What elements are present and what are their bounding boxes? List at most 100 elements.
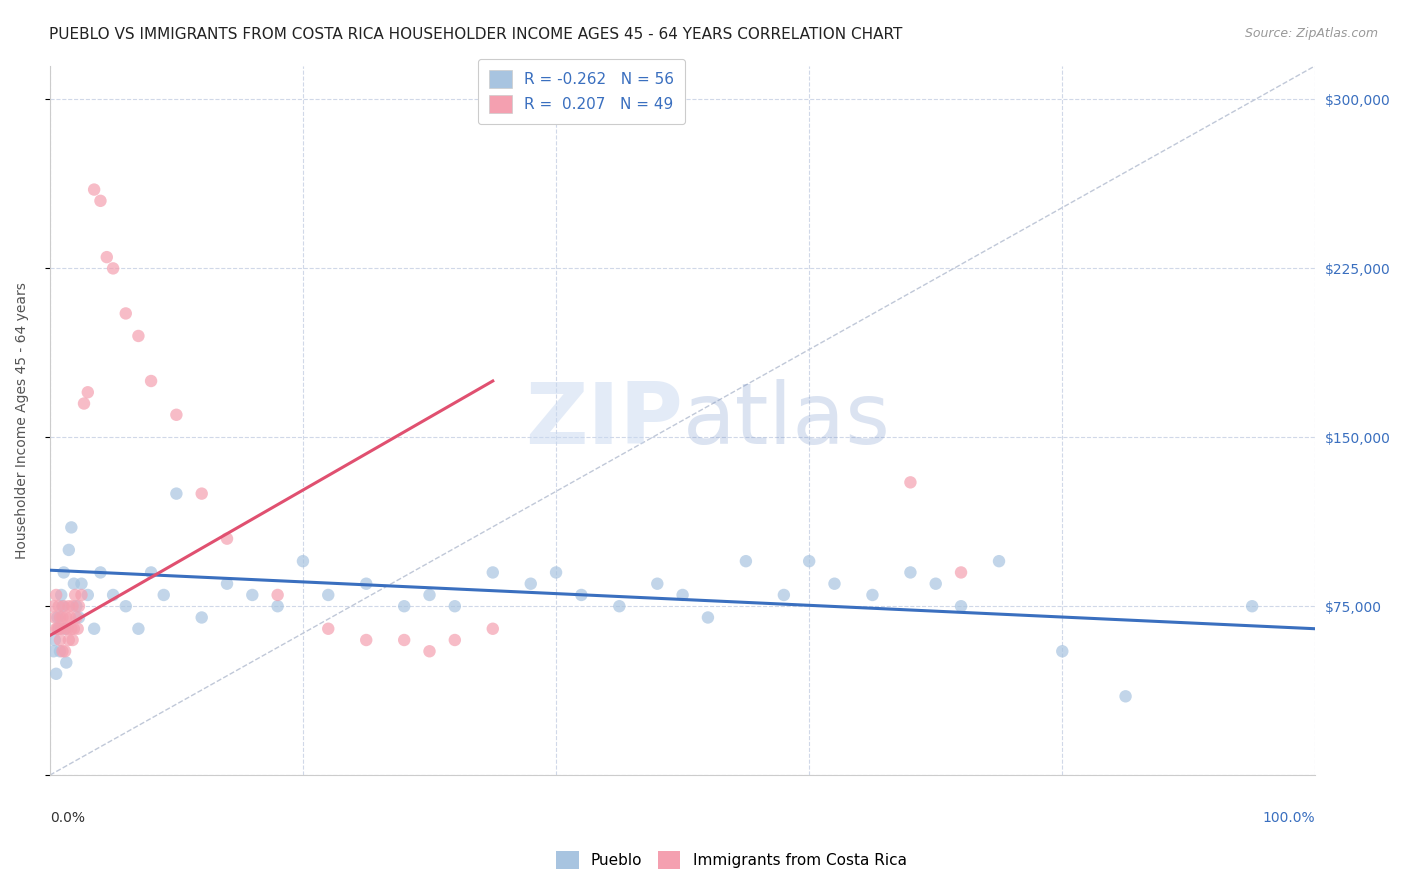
Point xyxy=(49,644,72,658)
Point xyxy=(127,622,149,636)
Point xyxy=(392,632,415,647)
Point xyxy=(55,656,77,670)
Point xyxy=(62,599,84,614)
Point xyxy=(950,566,973,580)
Point xyxy=(418,644,440,658)
Point xyxy=(51,644,73,658)
Point xyxy=(900,475,922,490)
Point xyxy=(53,622,76,636)
Point xyxy=(44,610,66,624)
Point xyxy=(51,610,73,624)
Point xyxy=(60,520,83,534)
Point xyxy=(215,532,238,546)
Point xyxy=(443,632,465,647)
Point xyxy=(67,610,90,624)
Point xyxy=(51,599,73,614)
Point xyxy=(55,610,77,624)
Point xyxy=(139,374,162,388)
Point xyxy=(65,599,87,614)
Point xyxy=(66,622,89,636)
Point xyxy=(67,599,90,614)
Point xyxy=(988,554,1011,568)
Point xyxy=(481,566,503,580)
Point xyxy=(607,599,630,614)
Text: atlas: atlas xyxy=(683,379,890,462)
Point xyxy=(83,622,105,636)
Point xyxy=(42,644,65,658)
Point xyxy=(316,622,339,636)
Text: PUEBLO VS IMMIGRANTS FROM COSTA RICA HOUSEHOLDER INCOME AGES 45 - 64 YEARS CORRE: PUEBLO VS IMMIGRANTS FROM COSTA RICA HOU… xyxy=(49,27,903,42)
Point xyxy=(63,588,86,602)
Point xyxy=(900,566,922,580)
Point xyxy=(63,576,86,591)
Point xyxy=(1241,599,1264,614)
Point xyxy=(58,599,80,614)
Text: ZIP: ZIP xyxy=(524,379,683,462)
Point xyxy=(672,588,695,602)
Point xyxy=(76,385,98,400)
Point xyxy=(950,599,973,614)
Point xyxy=(70,588,93,602)
Point xyxy=(418,588,440,602)
Text: 0.0%: 0.0% xyxy=(49,811,84,824)
Point xyxy=(49,610,72,624)
Point xyxy=(59,610,82,624)
Point xyxy=(48,622,70,636)
Point xyxy=(1052,644,1074,658)
Point xyxy=(127,329,149,343)
Point xyxy=(190,486,212,500)
Point xyxy=(925,576,948,591)
Point xyxy=(519,576,541,591)
Point xyxy=(240,588,263,602)
Point xyxy=(73,396,96,410)
Text: 100.0%: 100.0% xyxy=(1263,811,1316,824)
Point xyxy=(544,566,567,580)
Point xyxy=(291,554,314,568)
Point xyxy=(44,632,66,647)
Point xyxy=(114,306,136,320)
Point xyxy=(46,622,69,636)
Point xyxy=(96,250,118,264)
Point xyxy=(1115,690,1137,704)
Point xyxy=(45,622,67,636)
Point xyxy=(53,644,76,658)
Point xyxy=(46,610,69,624)
Point xyxy=(647,576,669,591)
Y-axis label: Householder Income Ages 45 - 64 years: Householder Income Ages 45 - 64 years xyxy=(15,282,30,559)
Point xyxy=(139,566,162,580)
Point xyxy=(53,622,76,636)
Point xyxy=(101,588,124,602)
Point xyxy=(70,576,93,591)
Point xyxy=(316,588,339,602)
Point xyxy=(42,599,65,614)
Point xyxy=(799,554,821,568)
Point xyxy=(45,666,67,681)
Point xyxy=(266,588,288,602)
Point xyxy=(824,576,846,591)
Point xyxy=(354,632,377,647)
Point xyxy=(48,599,70,614)
Point xyxy=(165,408,187,422)
Point xyxy=(443,599,465,614)
Point xyxy=(266,599,288,614)
Point xyxy=(89,566,111,580)
Point xyxy=(83,183,105,197)
Point xyxy=(45,588,67,602)
Point xyxy=(114,599,136,614)
Point xyxy=(52,566,75,580)
Point xyxy=(49,632,72,647)
Point xyxy=(354,576,377,591)
Point xyxy=(735,554,758,568)
Point xyxy=(58,632,80,647)
Point xyxy=(65,610,87,624)
Point xyxy=(76,588,98,602)
Point xyxy=(569,588,592,602)
Point xyxy=(152,588,174,602)
Point xyxy=(215,576,238,591)
Point xyxy=(60,622,83,636)
Point xyxy=(51,588,73,602)
Point xyxy=(481,622,503,636)
Point xyxy=(51,622,73,636)
Point xyxy=(190,610,212,624)
Point xyxy=(58,543,80,558)
